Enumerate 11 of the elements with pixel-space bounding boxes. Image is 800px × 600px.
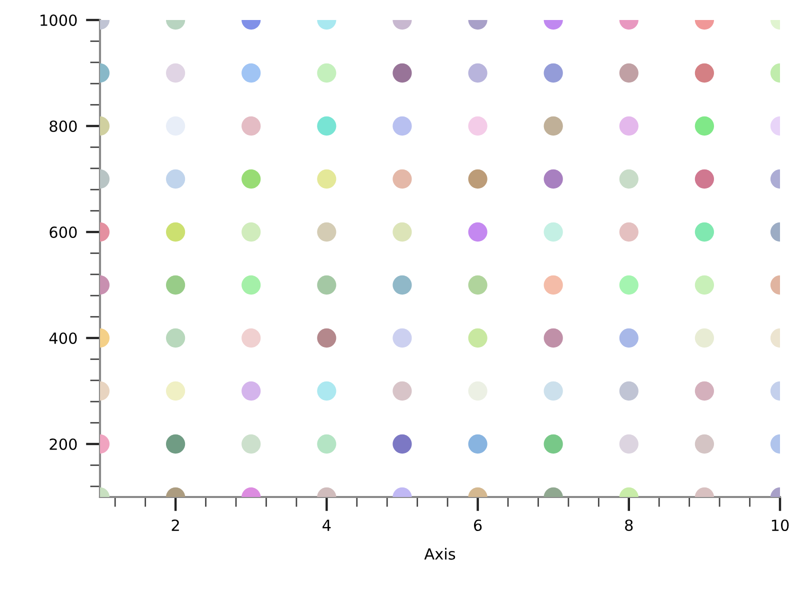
y-tick-label: 200 <box>50 438 77 450</box>
x-tick-label: 6 <box>474 519 482 532</box>
x-tick-label: 4 <box>322 520 331 531</box>
y-tick-label: 600 <box>50 226 77 238</box>
x-tick-label: 2 <box>172 519 179 531</box>
x-tick-label: 8 <box>625 519 633 532</box>
x-tick-label: 10 <box>772 519 789 532</box>
x-axis-title: Axis <box>424 548 456 560</box>
y-tick-label: 400 <box>49 332 77 344</box>
y-tick-label: 800 <box>50 120 77 132</box>
y-tick-label: 1000 <box>40 14 77 26</box>
